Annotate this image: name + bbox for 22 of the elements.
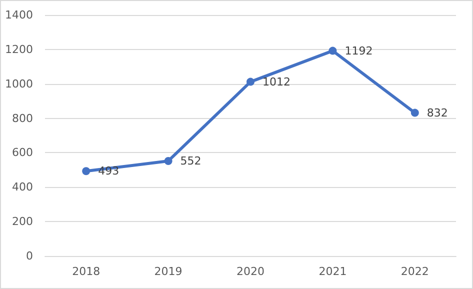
y-tick-label: 200 xyxy=(12,215,33,228)
y-tick-label: 1200 xyxy=(5,42,33,56)
x-tick-label: 2021 xyxy=(318,265,347,278)
point xyxy=(246,78,254,86)
y-tick-label: 400 xyxy=(12,180,33,194)
point xyxy=(328,46,337,55)
data-label: 1192 xyxy=(344,44,373,58)
x-tick-label: 2022 xyxy=(400,265,429,278)
y-tick-label: 1400 xyxy=(5,8,33,22)
data-label: 1012 xyxy=(262,75,290,88)
y-tick-label: 0 xyxy=(26,250,33,262)
y-tick-label: 800 xyxy=(12,112,33,125)
y-tick-label: 600 xyxy=(12,146,33,160)
x-tick-label: 2019 xyxy=(154,265,182,278)
x-tick-label: 2020 xyxy=(236,265,264,278)
data-label: 832 xyxy=(426,106,448,120)
data-label: 552 xyxy=(180,154,202,168)
point xyxy=(410,108,419,117)
point xyxy=(164,156,172,165)
x-tick-label: 2018 xyxy=(72,265,100,278)
point xyxy=(82,167,90,176)
y-tick-label: 1000 xyxy=(5,77,33,90)
